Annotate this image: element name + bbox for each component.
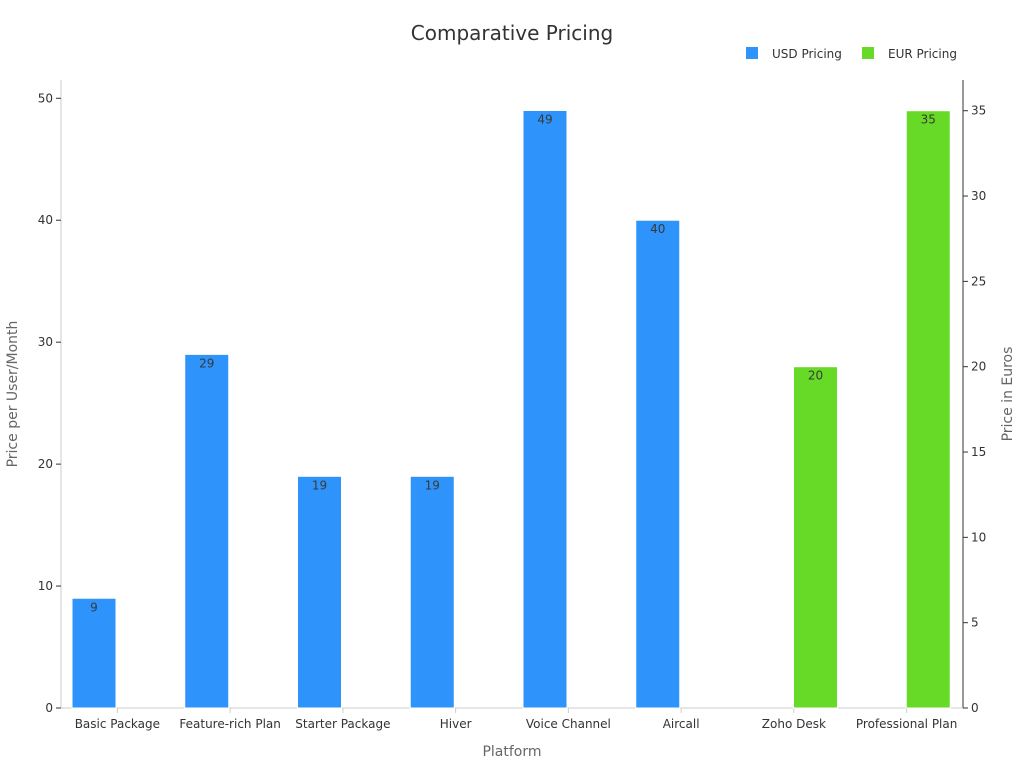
bar-usd — [297, 475, 342, 709]
legend-swatch-eur — [862, 47, 874, 59]
y-tick-label-right: 30 — [971, 189, 986, 203]
legend-label-eur[interactable]: EUR Pricing — [888, 47, 957, 61]
bar-usd — [635, 219, 681, 709]
y-tick-label-left: 40 — [38, 213, 53, 227]
legend-swatch-usd — [746, 47, 758, 59]
bar-usd — [409, 475, 455, 709]
y-tick-label-left: 30 — [38, 335, 53, 349]
x-axis-title: Platform — [482, 744, 541, 760]
x-tick-label: Professional Plan — [856, 717, 957, 731]
bars — [71, 109, 951, 709]
legend: USD Pricing EUR Pricing — [746, 47, 957, 61]
x-tick-label: Zoho Desk — [762, 717, 826, 731]
bar-eur — [905, 110, 951, 709]
bar-usd — [71, 597, 117, 709]
y-tick-label-right: 20 — [971, 360, 986, 374]
y-tick-label-right: 5 — [971, 616, 979, 630]
y-tick-label-right: 25 — [971, 274, 986, 288]
axes: 0 10 20 30 40 50 0 5 10 15 20 25 30 35 Basic Package Fe… — [38, 80, 986, 731]
data-label-eur: 35 — [921, 113, 936, 127]
data-label-usd: 19 — [425, 478, 440, 492]
x-tick-label: Starter Package — [295, 717, 390, 731]
y-tick-label-left: 50 — [38, 91, 53, 105]
bar-usd — [184, 353, 230, 709]
bar-eur — [793, 366, 838, 709]
x-tick-label: Hiver — [440, 717, 472, 731]
x-tick-label: Voice Channel — [526, 717, 611, 731]
y-tick-label-right: 15 — [971, 445, 986, 459]
x-tick-label: Aircall — [663, 717, 700, 731]
y-tick-label-left: 0 — [45, 701, 53, 715]
y-axis-title-left: Price per User/Month — [5, 321, 21, 468]
bar-usd — [522, 109, 568, 709]
legend-label-usd[interactable]: USD Pricing — [772, 47, 842, 61]
data-labels: 9 29 19 19 49 40 20 35 — [90, 112, 936, 614]
data-label-usd: 29 — [199, 356, 214, 370]
data-label-usd: 49 — [537, 112, 552, 126]
y-tick-label-right: 0 — [971, 701, 979, 715]
data-label-usd: 40 — [650, 222, 665, 236]
y-tick-label-left: 10 — [38, 579, 53, 593]
data-label-usd: 9 — [90, 600, 98, 614]
y-tick-label-left: 20 — [38, 457, 53, 471]
chart-title: Comparative Pricing — [411, 21, 613, 45]
data-label-usd: 19 — [312, 478, 327, 492]
data-label-eur: 20 — [808, 369, 823, 383]
y-tick-label-right: 10 — [971, 530, 986, 544]
y-axis-title-right: Price in Euros — [1000, 347, 1016, 442]
y-tick-label-right: 35 — [971, 104, 986, 118]
x-tick-label: Feature-rich Plan — [179, 717, 281, 731]
x-tick-label: Basic Package — [75, 717, 160, 731]
